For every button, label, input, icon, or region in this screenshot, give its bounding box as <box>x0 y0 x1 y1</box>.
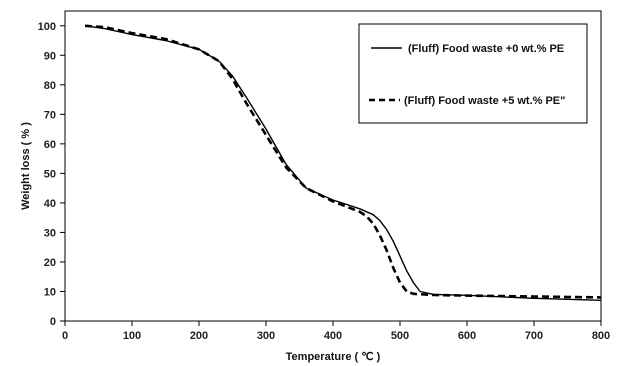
y-tick-label: 30 <box>44 227 56 239</box>
y-tick-label: 10 <box>44 286 56 298</box>
x-tick-label: 600 <box>458 330 476 342</box>
x-tick-label: 400 <box>324 330 342 342</box>
legend-box <box>358 23 588 124</box>
x-tick-label: 500 <box>391 330 409 342</box>
x-axis: 0 100 200 300 400 500 600 700 800 <box>62 321 610 342</box>
y-tick-label: 50 <box>44 168 56 180</box>
x-tick-label: 700 <box>525 330 543 342</box>
y-tick-label: 20 <box>44 257 56 269</box>
legend-entry-1: (Fluff) Food waste +5 wt.% PE" <box>404 95 565 107</box>
y-axis-title: Weight loss ( % ) <box>20 122 32 210</box>
y-axis: 0 10 20 30 40 50 60 70 80 90 100 <box>38 21 65 328</box>
y-tick-label: 70 <box>44 109 56 121</box>
x-axis-title: Temperature ( ℃ ) <box>286 351 381 363</box>
y-tick-label: 40 <box>44 198 56 210</box>
x-tick-label: 0 <box>62 330 68 342</box>
y-tick-label: 90 <box>44 50 56 62</box>
y-tick-label: 0 <box>50 316 56 328</box>
y-tick-label: 100 <box>38 21 56 33</box>
legend-entry-0: (Fluff) Food waste +0 wt.% PE <box>408 43 564 55</box>
x-tick-label: 800 <box>592 330 610 342</box>
y-tick-label: 80 <box>44 80 56 92</box>
series-layer <box>85 24 602 301</box>
x-tick-label: 200 <box>190 330 208 342</box>
x-tick-label: 100 <box>123 330 141 342</box>
y-tick-label: 60 <box>44 139 56 151</box>
legend: (Fluff) Food waste +0 wt.% PE (Fluff) Fo… <box>358 23 588 124</box>
x-tick-label: 300 <box>257 330 275 342</box>
series-line-1 <box>85 24 602 299</box>
